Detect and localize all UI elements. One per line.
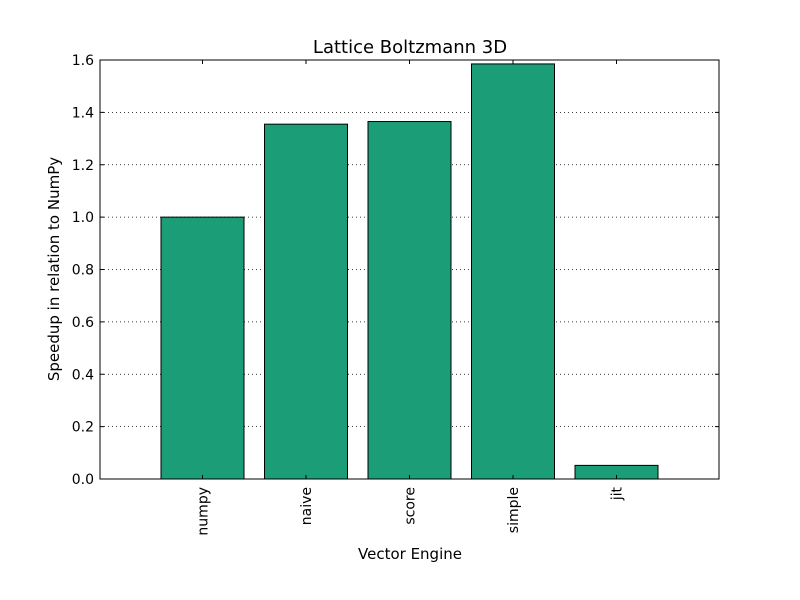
- bar-simple: [471, 63, 555, 480]
- bar-score: [367, 121, 452, 480]
- bar-numpy: [160, 216, 245, 480]
- y-tick-label: 0.8: [72, 263, 94, 279]
- x-tick-label-score: score: [403, 487, 419, 525]
- y-tick-label: 1.4: [72, 105, 94, 121]
- y-tick-label: 1.6: [72, 53, 94, 69]
- bars: [160, 63, 659, 480]
- y-tick-label: 1.0: [72, 210, 94, 226]
- x-ticks: numpy naive score simple jit: [196, 60, 626, 536]
- y-axis-label: Speedup in relation to NumPy: [45, 157, 63, 381]
- x-axis-label: Vector Engine: [358, 545, 462, 563]
- bar-naive: [264, 123, 348, 480]
- x-tick-label-naive: naive: [299, 487, 315, 525]
- y-tick-label: 0.0: [72, 472, 94, 488]
- y-tick-label: 0.6: [72, 315, 94, 331]
- plot-frame: [99, 59, 720, 480]
- x-tick-label-numpy: numpy: [196, 487, 212, 536]
- chart-title: Lattice Boltzmann 3D: [313, 37, 507, 58]
- y-tick-label: 1.2: [72, 158, 94, 174]
- x-tick-label-jit: jit: [610, 487, 626, 502]
- y-tick-label: 0.2: [72, 420, 94, 436]
- x-tick-label-simple: simple: [506, 487, 522, 533]
- y-tick-label: 0.4: [72, 367, 94, 383]
- y-ticks: 0.0 0.2 0.4 0.6 0.8 1.0 1.2 1.4 1.6: [72, 53, 719, 488]
